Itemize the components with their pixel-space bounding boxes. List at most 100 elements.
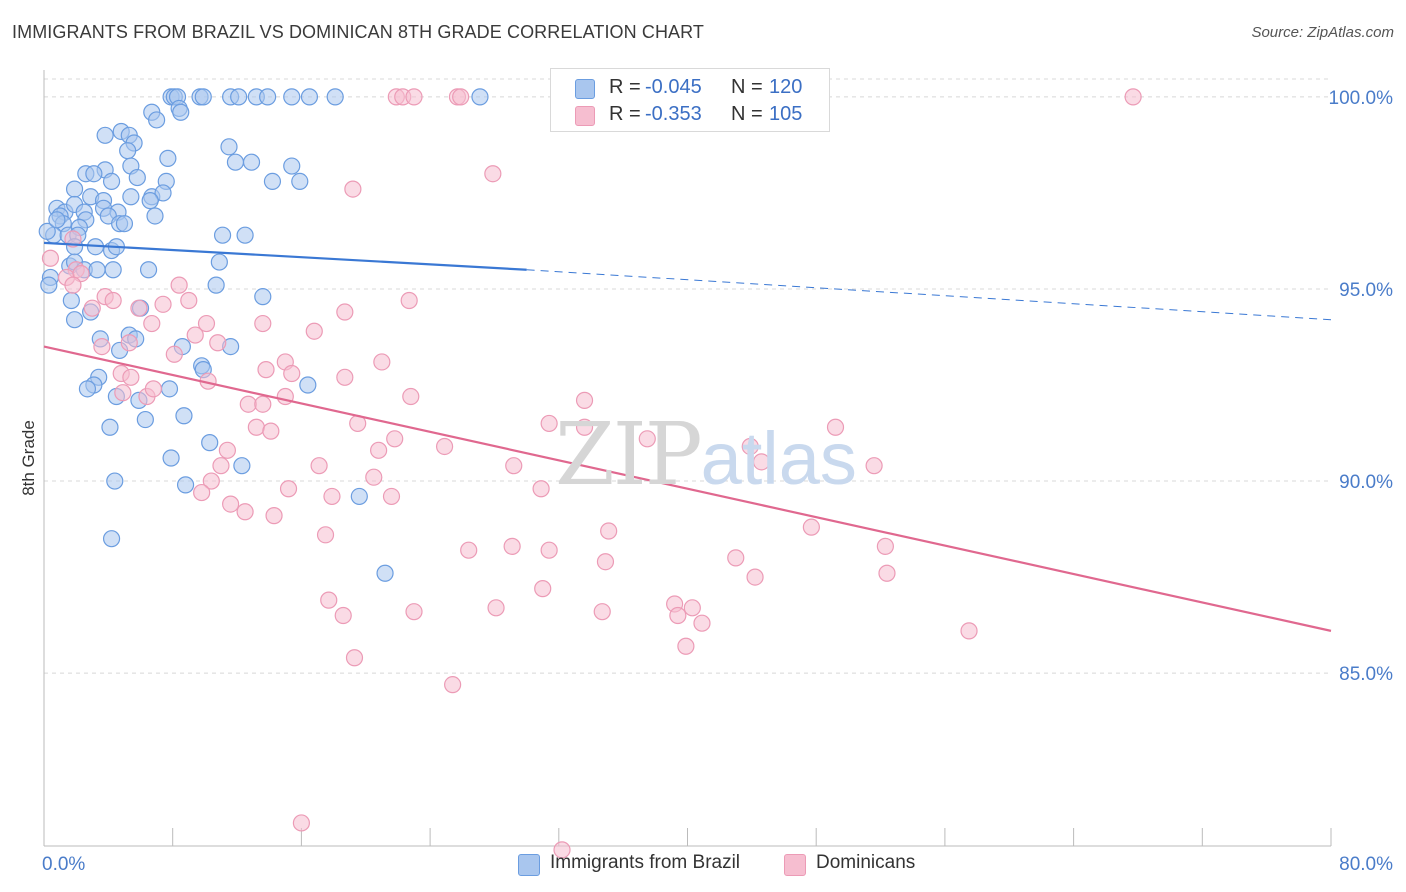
brazil-point [300,88,319,106]
dominican-point [180,291,198,310]
brazil-point [148,111,166,129]
legend-label: Immigrants from Brazil [550,852,741,873]
x-tick-label-start: 0.0% [42,854,85,875]
dominican-point [222,495,240,513]
dominican-point [197,314,216,333]
brazil-point [104,261,122,279]
brazil-point [40,276,58,294]
dominican-trend-line [43,345,1332,632]
dominican-point [596,553,615,571]
brazil-point [159,149,177,167]
dominican-point [435,437,454,456]
dominican-point [209,334,227,352]
brazil-point [122,188,140,206]
brazil-point [201,434,219,452]
brazil-point [283,88,301,106]
dominican-point [83,299,101,317]
dominican-point [320,591,338,609]
dominican-point [41,249,60,267]
dominican-points [41,88,1142,859]
stats-row-dominican: R = -0.353 N = 105 [551,100,829,128]
dominican-point [593,603,611,621]
dominican-point [386,430,404,448]
brazil-point [210,253,228,271]
trend-lines [43,241,1332,632]
dominican-point [553,841,571,859]
dominican-point [960,622,978,640]
brazil-point [299,376,317,394]
dominican-point [254,395,272,413]
brazil-point [207,276,225,294]
dominican-point [120,334,138,352]
dominican-point [460,541,478,559]
brazil-point [263,172,282,191]
y-axis-label: 8th Grade [19,420,38,496]
dominican-point [600,522,618,540]
brazil-point [85,165,103,183]
brazil-points [38,88,489,582]
stats-legend: R = -0.045 N = 120 R = -0.353 N = 105 [550,68,830,132]
zipatlas-watermark: ZIPatlas [555,405,857,505]
brazil-point [102,172,121,191]
dominican-point [370,441,388,459]
dominican-point [487,599,505,617]
brazil-point [136,410,154,429]
dominican-point [400,291,418,310]
dominican-point [323,487,341,506]
brazil-legend-swatch [518,854,540,876]
stats-row-brazil: R = -0.045 N = 120 [551,73,829,101]
dominican-point [345,649,364,667]
dominican-point [310,457,328,475]
brazil-point [220,138,238,156]
dominican-point [402,387,420,406]
dominican-point [373,353,391,371]
brazil-point [128,168,146,187]
watermark-atlas: atlas [700,417,857,500]
dominican-point [802,518,820,536]
dominican-point [505,457,523,475]
dominican-point [254,314,272,333]
dominican-point [669,606,687,625]
n-value: 120 [769,76,803,98]
dominican-point [540,541,558,559]
dominican-point [382,487,401,506]
dominican-point [741,437,759,456]
dominican-legend-swatch [784,854,806,876]
dominican-point [104,291,122,310]
dominican-point [1124,88,1142,106]
dominican-point [262,422,280,440]
brazil-point [38,222,56,240]
dominican-point [727,549,745,567]
dominican-point [64,276,82,294]
brazil-point [172,103,190,121]
dominican-point [638,430,656,448]
brazil-point [175,407,193,425]
dominican-point [236,503,254,521]
axes [43,70,1332,847]
dominican-point [170,276,188,294]
dominican-point [344,180,362,198]
brazil-trend-line [43,241,527,271]
dominican-point [202,472,220,490]
dominican-point [334,606,352,625]
dominican-point [484,165,502,183]
brazil-point [194,88,212,106]
dominican-point [534,580,552,598]
brazil-point [350,487,368,506]
dominican-point [540,414,558,433]
dominican-point [165,345,183,363]
dominican-point [144,380,162,398]
brazil-point [376,564,394,582]
brazil-point [139,261,158,279]
dominican-point [218,441,236,459]
n-label: N = [731,103,763,125]
dominican-point [503,537,521,555]
dominican-point [575,418,594,436]
dominican-point [122,368,140,386]
dominican-point [193,483,211,502]
r-label: R = [609,76,641,98]
dominican-point [283,364,301,383]
x-tick-label-end: 80.0% [1339,854,1393,875]
dominican-point [746,568,764,586]
